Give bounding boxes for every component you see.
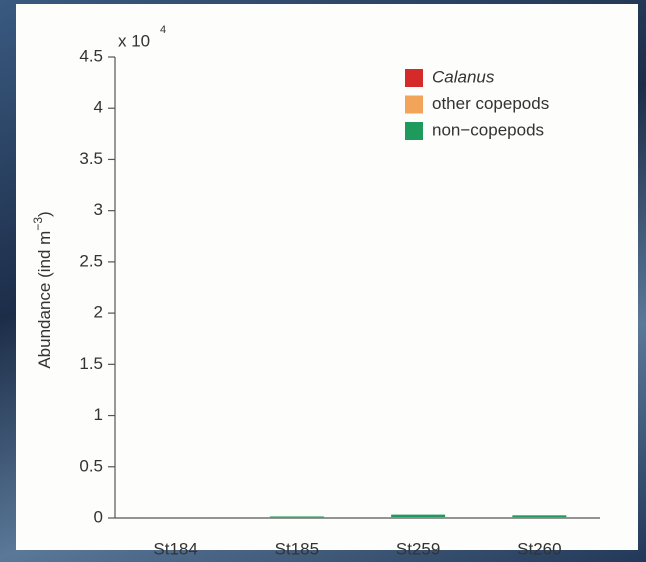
y-tick-label: 3 <box>94 200 103 219</box>
legend-label: Calanus <box>432 67 495 86</box>
axis-multiplier: x 10 <box>118 31 150 50</box>
y-label-close: ) <box>35 211 54 217</box>
axis-multiplier-exponent: 4 <box>160 24 166 36</box>
y-tick-label: 2.5 <box>79 251 103 270</box>
x-tick-label: St260 <box>517 539 561 558</box>
legend-label: other copepods <box>432 94 549 113</box>
legend-label: non−copepods <box>432 120 544 139</box>
panel <box>16 4 638 550</box>
legend-swatch <box>405 96 423 114</box>
chart: x 10 4 Abundance (ind m−3) 0 0.5 1 1.5 2 2.5 3… <box>0 0 646 562</box>
y-tick-label: 4 <box>94 98 103 117</box>
y-tick-label: 1.5 <box>79 354 103 373</box>
y-label-exponent: −3 <box>31 217 45 231</box>
y-tick-label: 2 <box>94 303 103 322</box>
y-axis-label: Abundance (ind m−3) <box>31 211 54 368</box>
bar-segment <box>512 515 566 517</box>
y-tick-label: 4.5 <box>79 46 103 65</box>
y-tick-label: 1 <box>94 405 103 424</box>
y-tick-label: 3.5 <box>79 149 103 168</box>
x-tick-label: St184 <box>153 539 197 558</box>
legend-swatch <box>405 69 423 87</box>
y-tick-label: 0.5 <box>79 456 103 475</box>
bar-segment <box>391 517 445 518</box>
y-label-text: Abundance (ind m <box>35 231 54 369</box>
y-tick-label: 0 <box>94 507 103 526</box>
bar-segment <box>270 516 324 517</box>
x-tick-label: St259 <box>396 539 440 558</box>
x-tick-label: St185 <box>275 539 319 558</box>
bar-segment <box>391 515 445 518</box>
page: x 10 4 Abundance (ind m−3) 0 0.5 1 1.5 2 2.5 3… <box>0 0 646 562</box>
legend-swatch <box>405 122 423 140</box>
